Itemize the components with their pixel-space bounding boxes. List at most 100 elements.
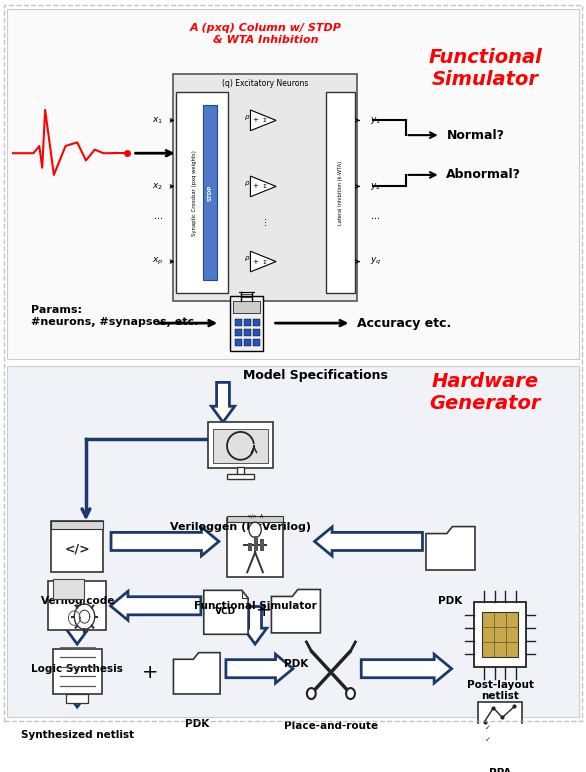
Bar bbox=[260, 539, 264, 551]
Bar bbox=[51, 521, 104, 571]
Text: ...: ... bbox=[258, 216, 268, 225]
Text: ✓: ✓ bbox=[485, 726, 490, 732]
Text: Params:
#neurons, #synapses, etc.: Params: #neurons, #synapses, etc. bbox=[30, 305, 198, 327]
Text: +: + bbox=[142, 663, 158, 682]
Text: Place-and-route: Place-and-route bbox=[284, 722, 378, 731]
Bar bbox=[253, 320, 260, 326]
Text: Accuracy etc.: Accuracy etc. bbox=[357, 317, 451, 330]
Text: $y_1$: $y_1$ bbox=[370, 115, 381, 126]
Text: $x_p$: $x_p$ bbox=[152, 256, 163, 267]
Circle shape bbox=[307, 688, 316, 699]
Polygon shape bbox=[250, 110, 276, 130]
Text: Lateral Inhibition (k-WTA): Lateral Inhibition (k-WTA) bbox=[338, 161, 343, 225]
Text: Hardware
Generator: Hardware Generator bbox=[430, 372, 541, 413]
Text: PDK: PDK bbox=[185, 720, 209, 730]
Bar bbox=[233, 301, 260, 313]
Bar bbox=[227, 518, 283, 577]
Bar bbox=[209, 422, 272, 468]
Bar bbox=[254, 536, 258, 551]
Bar bbox=[176, 93, 228, 293]
FancyArrow shape bbox=[110, 591, 201, 620]
Text: $\cdots$: $\cdots$ bbox=[153, 212, 163, 222]
FancyArrow shape bbox=[315, 527, 423, 556]
Text: $\Sigma$: $\Sigma$ bbox=[261, 258, 267, 266]
Bar bbox=[227, 474, 254, 479]
Bar bbox=[203, 106, 217, 279]
Text: A (pxq) Column w/ STDP
& WTA Inhibition: A (pxq) Column w/ STDP & WTA Inhibition bbox=[189, 23, 341, 45]
Text: Functional Simulator: Functional Simulator bbox=[194, 601, 316, 611]
Bar bbox=[235, 320, 242, 326]
Text: Verilog code: Verilog code bbox=[40, 597, 114, 606]
Text: Post-layout
netlist: Post-layout netlist bbox=[466, 679, 533, 701]
Bar bbox=[244, 339, 251, 346]
Bar bbox=[244, 320, 251, 326]
Text: PDK: PDK bbox=[438, 597, 462, 606]
Bar bbox=[253, 339, 260, 346]
FancyArrow shape bbox=[111, 527, 219, 556]
Text: PDK: PDK bbox=[284, 659, 308, 669]
Bar bbox=[248, 543, 252, 551]
FancyArrow shape bbox=[66, 607, 89, 644]
Text: Functional
Simulator: Functional Simulator bbox=[428, 49, 542, 90]
Bar bbox=[53, 580, 84, 599]
Bar bbox=[7, 8, 579, 359]
Text: Synaptic Crossbar (pxq weights): Synaptic Crossbar (pxq weights) bbox=[192, 150, 197, 235]
Text: Normal?: Normal? bbox=[447, 129, 505, 141]
Bar bbox=[237, 467, 244, 475]
Circle shape bbox=[346, 688, 355, 699]
Text: $\Sigma$: $\Sigma$ bbox=[261, 182, 267, 191]
Text: Model Specifications: Model Specifications bbox=[243, 369, 389, 381]
Text: ✓: ✓ bbox=[485, 737, 490, 743]
Bar bbox=[326, 93, 355, 293]
Text: +: + bbox=[253, 259, 258, 265]
Text: Veriloggen (PyVerilog): Veriloggen (PyVerilog) bbox=[170, 522, 311, 532]
Text: $x_2$: $x_2$ bbox=[152, 181, 163, 191]
Polygon shape bbox=[250, 176, 276, 197]
Text: $y_q$: $y_q$ bbox=[370, 256, 381, 267]
Bar bbox=[48, 581, 107, 630]
FancyArrow shape bbox=[226, 654, 293, 683]
Polygon shape bbox=[204, 591, 248, 635]
Bar bbox=[53, 648, 102, 694]
Bar bbox=[7, 367, 579, 717]
Text: $\Sigma$: $\Sigma$ bbox=[261, 117, 267, 124]
Text: </>: </> bbox=[64, 542, 90, 555]
Text: $y_2$: $y_2$ bbox=[370, 181, 381, 192]
Bar bbox=[235, 339, 242, 346]
Bar bbox=[51, 521, 104, 530]
Polygon shape bbox=[173, 652, 220, 694]
FancyArrow shape bbox=[212, 382, 234, 422]
Text: Logic Synthesis: Logic Synthesis bbox=[31, 665, 123, 675]
Bar bbox=[478, 703, 522, 747]
FancyArrow shape bbox=[243, 607, 267, 644]
Text: +: + bbox=[253, 184, 258, 189]
Bar bbox=[244, 329, 251, 336]
Text: $x_1$: $x_1$ bbox=[152, 115, 163, 126]
Text: Synthesized netlist: Synthesized netlist bbox=[21, 730, 134, 740]
Text: Abnormal?: Abnormal? bbox=[447, 168, 522, 181]
Text: +: + bbox=[255, 601, 272, 620]
FancyArrow shape bbox=[66, 669, 89, 707]
Text: $\cdots$: $\cdots$ bbox=[370, 212, 380, 222]
Bar bbox=[253, 329, 260, 336]
Bar bbox=[227, 516, 283, 522]
Text: +: + bbox=[253, 117, 258, 124]
Text: $\rho$: $\rho$ bbox=[244, 179, 251, 188]
Text: </>  Λ: </> Λ bbox=[247, 513, 263, 519]
Text: PPA: PPA bbox=[489, 768, 511, 772]
Bar bbox=[482, 612, 519, 658]
Bar bbox=[235, 329, 242, 336]
Bar bbox=[66, 693, 88, 703]
FancyArrow shape bbox=[361, 654, 452, 683]
Circle shape bbox=[249, 522, 261, 537]
Text: STDP: STDP bbox=[207, 185, 213, 201]
Text: (q) Excitatory Neurons: (q) Excitatory Neurons bbox=[222, 80, 308, 89]
Bar bbox=[173, 73, 357, 301]
Polygon shape bbox=[271, 590, 321, 633]
Polygon shape bbox=[426, 527, 475, 570]
Polygon shape bbox=[250, 251, 276, 272]
Bar bbox=[474, 602, 526, 667]
Text: $\rho$: $\rho$ bbox=[244, 254, 251, 263]
Text: VCD: VCD bbox=[216, 607, 237, 616]
Bar bbox=[230, 296, 263, 350]
